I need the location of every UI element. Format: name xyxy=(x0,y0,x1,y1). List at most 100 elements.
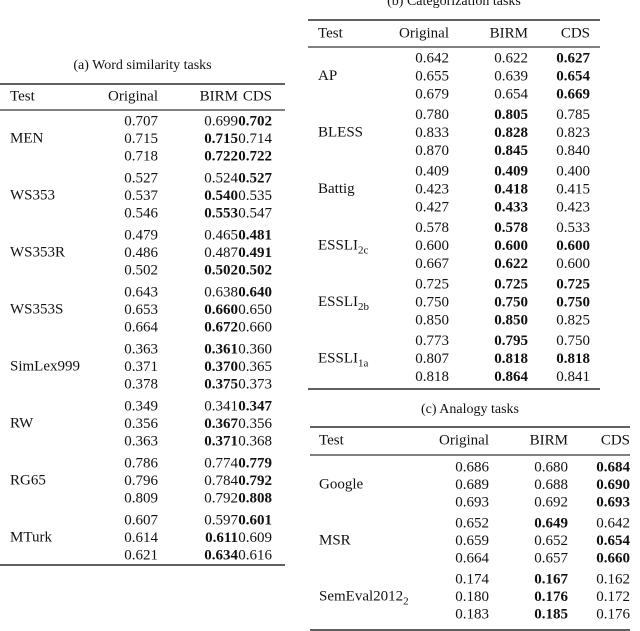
score-cell: 0.833 xyxy=(415,125,449,141)
score-cell: 0.825 xyxy=(556,312,590,328)
score-cell: 0.640 xyxy=(238,284,272,300)
score-cell: 0.540 xyxy=(204,188,238,204)
test-name: ESSLI1a xyxy=(318,351,369,369)
score-cell: 0.828 xyxy=(494,125,528,141)
score-cell: 0.818 xyxy=(556,351,590,367)
test-name-text: BLESS xyxy=(318,125,363,141)
column-header: Test xyxy=(319,432,345,448)
score-cell: 0.792 xyxy=(204,490,238,506)
score-cell: 0.652 xyxy=(455,515,489,531)
score-cell: 0.784 xyxy=(204,473,238,489)
test-name-text: WS353R xyxy=(10,245,65,261)
score-cell: 0.725 xyxy=(415,276,449,292)
score-cell: 0.183 xyxy=(455,606,489,622)
score-cell: 0.870 xyxy=(415,143,449,159)
test-subscript: 1a xyxy=(358,357,369,369)
test-name: SemEval20122 xyxy=(319,589,409,607)
score-cell: 0.481 xyxy=(238,227,272,243)
score-cell: 0.654 xyxy=(494,86,528,102)
score-cell: 0.341 xyxy=(204,398,238,414)
test-name: Battig xyxy=(318,181,355,197)
score-cell: 0.356 xyxy=(124,416,158,432)
column-header: BIRM xyxy=(530,432,568,448)
score-cell: 0.652 xyxy=(534,533,568,549)
score-cell: 0.487 xyxy=(204,245,238,261)
score-cell: 0.639 xyxy=(494,68,528,84)
score-cell: 0.774 xyxy=(204,455,238,471)
score-cell: 0.823 xyxy=(556,125,590,141)
score-cell: 0.609 xyxy=(238,530,272,546)
test-name-text: ESSLI xyxy=(318,294,358,310)
test-name: MEN xyxy=(10,131,44,147)
score-cell: 0.400 xyxy=(556,163,590,179)
score-cell: 0.686 xyxy=(455,459,489,475)
test-name: RG65 xyxy=(10,473,46,489)
score-cell: 0.491 xyxy=(238,245,272,261)
score-cell: 0.360 xyxy=(238,341,272,357)
score-cell: 0.690 xyxy=(596,477,630,493)
score-cell: 0.660 xyxy=(204,302,238,318)
score-cell: 0.786 xyxy=(124,455,158,471)
score-cell: 0.692 xyxy=(534,494,568,510)
test-name: AP xyxy=(318,68,337,84)
score-cell: 0.614 xyxy=(124,530,158,546)
score-cell: 0.773 xyxy=(415,333,449,349)
score-cell: 0.361 xyxy=(204,341,238,357)
score-cell: 0.409 xyxy=(494,163,528,179)
score-cell: 0.502 xyxy=(204,262,238,278)
score-cell: 0.808 xyxy=(238,490,272,506)
score-cell: 0.597 xyxy=(204,512,238,528)
score-cell: 0.672 xyxy=(204,319,238,335)
score-cell: 0.180 xyxy=(455,589,489,605)
test-name: WS353R xyxy=(10,245,65,261)
test-name-text: ESSLI xyxy=(318,351,358,367)
test-name-text: MEN xyxy=(10,131,44,147)
score-cell: 0.850 xyxy=(494,312,528,328)
score-cell: 0.363 xyxy=(124,341,158,357)
score-cell: 0.807 xyxy=(415,351,449,367)
score-cell: 0.718 xyxy=(124,148,158,164)
score-cell: 0.693 xyxy=(596,494,630,510)
column-header: CDS xyxy=(601,432,630,448)
score-cell: 0.779 xyxy=(238,455,272,471)
score-cell: 0.845 xyxy=(494,143,528,159)
score-cell: 0.653 xyxy=(124,302,158,318)
score-cell: 0.375 xyxy=(204,376,238,392)
score-cell: 0.750 xyxy=(556,333,590,349)
score-cell: 0.689 xyxy=(455,477,489,493)
score-cell: 0.356 xyxy=(238,416,272,432)
score-cell: 0.433 xyxy=(494,199,528,215)
score-cell: 0.367 xyxy=(204,416,238,432)
score-cell: 0.707 xyxy=(124,113,158,129)
score-cell: 0.684 xyxy=(596,459,630,475)
score-cell: 0.750 xyxy=(556,294,590,310)
score-cell: 0.627 xyxy=(556,50,590,66)
score-cell: 0.622 xyxy=(494,50,528,66)
score-cell: 0.373 xyxy=(238,376,272,392)
score-cell: 0.657 xyxy=(534,550,568,566)
test-name-text: Google xyxy=(319,477,364,493)
score-cell: 0.423 xyxy=(415,181,449,197)
score-cell: 0.715 xyxy=(204,131,238,147)
column-header: Original xyxy=(399,25,449,41)
column-header: Original xyxy=(439,432,489,448)
score-cell: 0.667 xyxy=(415,256,449,272)
score-cell: 0.415 xyxy=(556,181,590,197)
score-cell: 0.622 xyxy=(494,256,528,272)
score-cell: 0.818 xyxy=(494,351,528,367)
score-cell: 0.679 xyxy=(415,86,449,102)
column-header: BIRM xyxy=(490,25,528,41)
score-cell: 0.349 xyxy=(124,398,158,414)
score-cell: 0.185 xyxy=(534,606,568,622)
score-cell: 0.176 xyxy=(596,606,630,622)
score-cell: 0.660 xyxy=(596,550,630,566)
test-name-text: SemEval2012 xyxy=(319,589,403,605)
score-cell: 0.809 xyxy=(124,490,158,506)
score-cell: 0.850 xyxy=(415,312,449,328)
score-cell: 0.654 xyxy=(596,533,630,549)
score-cell: 0.427 xyxy=(415,199,449,215)
score-cell: 0.699 xyxy=(204,113,238,129)
score-cell: 0.655 xyxy=(415,68,449,84)
score-cell: 0.524 xyxy=(204,170,238,186)
